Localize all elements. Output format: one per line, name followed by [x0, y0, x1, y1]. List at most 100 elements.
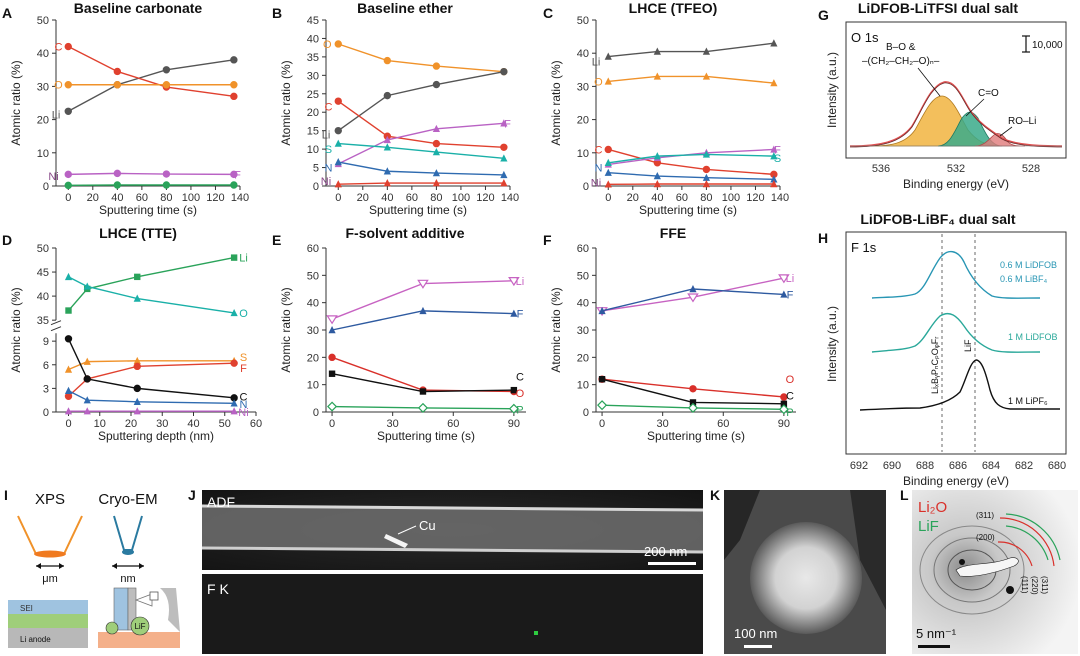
- data-point-li: [64, 107, 72, 116]
- peak-label: B–O &: [886, 42, 916, 53]
- data-point-li: [770, 39, 778, 47]
- y-tick-label: 10: [577, 148, 589, 160]
- y-tick-label: 0: [43, 407, 49, 419]
- panel-label: I: [4, 487, 8, 503]
- raw-data: [849, 82, 1063, 148]
- x-tick-label: 100: [452, 192, 470, 204]
- panel-f: F FFE 0 10 20 30 40 50 60 0 30 60 90 Sputtering time …: [543, 225, 796, 443]
- y-tick-label: 45: [307, 15, 319, 27]
- grid-support: [160, 588, 180, 632]
- x-tick-label: 60: [406, 192, 418, 204]
- tick-label: 688: [916, 460, 934, 472]
- data-point-ni: [334, 180, 342, 188]
- xps-spot: [34, 550, 66, 558]
- x-tick-label: 120: [206, 192, 224, 204]
- series-line-li: [67, 59, 234, 112]
- data-point-f: [230, 359, 238, 367]
- panel-title: Baseline ether: [357, 0, 453, 16]
- x-tick-label: 20: [125, 418, 137, 430]
- data-point-f: [510, 309, 518, 317]
- data-point-f: [64, 392, 73, 400]
- panel-label: C: [543, 5, 553, 21]
- y-axis-label: Atomic ratio (%): [549, 60, 563, 145]
- series-label: P: [786, 407, 793, 419]
- series-label: N: [594, 163, 602, 175]
- ring-index: (220): [1030, 576, 1039, 595]
- data-point-o: [770, 79, 778, 87]
- x-tick-label: 40: [111, 192, 123, 204]
- data-point-c: [689, 399, 697, 406]
- x-tick-label: 0: [599, 418, 605, 430]
- data-point-p: [417, 402, 429, 413]
- panel-title: LHCE (TFEO): [629, 0, 718, 16]
- panel-c: C LHCE (TFEO) 0 10 20 30 40 50 0 20 40 60 80 100 120 14…: [543, 0, 789, 217]
- x-tick-label: 60: [676, 192, 688, 204]
- beam-stop: [955, 557, 1019, 577]
- data-point-n: [702, 173, 710, 181]
- data-point-o: [83, 282, 91, 290]
- series-label: F: [787, 289, 794, 301]
- data-point-c: [432, 139, 441, 148]
- y-tick-label: 35: [37, 315, 49, 327]
- ring-index: (311): [1040, 576, 1049, 594]
- data-point-c: [334, 97, 342, 105]
- series-line-li: [337, 70, 504, 132]
- data-point-li: [334, 126, 342, 135]
- sei-label: SEI: [20, 604, 33, 613]
- series-line-c: [67, 45, 234, 98]
- data-point-n: [604, 168, 612, 176]
- data-point-li: [687, 293, 699, 303]
- y-tick-label: 20: [307, 107, 319, 119]
- data-point-li: [230, 56, 238, 64]
- data-point-s: [653, 152, 661, 160]
- data-point-c: [64, 335, 73, 343]
- cu-label: Cu: [419, 518, 436, 533]
- y-tick-label: 15: [307, 126, 319, 138]
- data-point-o: [230, 81, 238, 89]
- li2o-arc: [999, 517, 1055, 567]
- panel-label: D: [2, 232, 12, 248]
- series-label: O: [239, 308, 248, 320]
- data-point-n: [334, 158, 342, 166]
- x-tick-label: 30: [657, 418, 669, 430]
- x-tick-label: 80: [430, 192, 442, 204]
- trace-label: 1 M LiPF₆: [1008, 396, 1048, 406]
- x-tick-label: 80: [700, 192, 712, 204]
- data-point-n: [432, 169, 440, 177]
- data-point-o: [113, 81, 122, 89]
- panel-label: K: [710, 487, 720, 503]
- ring-index: (200): [976, 533, 995, 542]
- lif-label: LiF: [134, 622, 145, 631]
- panel-label: H: [818, 230, 828, 246]
- x-tick-label: 80: [160, 192, 172, 204]
- scale-nm: nm: [120, 573, 135, 585]
- data-point-p: [597, 400, 608, 411]
- particle: [750, 522, 862, 634]
- sei-layer: [8, 600, 88, 614]
- axis-break: [50, 320, 62, 326]
- diffraction-ring: [933, 537, 1011, 603]
- x-tick-label: 30: [156, 418, 168, 430]
- data-point-o: [133, 294, 141, 302]
- x-tick-label: 140: [771, 192, 789, 204]
- data-point-c: [500, 143, 508, 151]
- x-tick-label: 0: [65, 192, 71, 204]
- y-tick-label: 20: [37, 115, 49, 127]
- y-tick-label: 50: [307, 270, 319, 282]
- x-axis-label: Sputtering time (s): [639, 203, 737, 217]
- data-point-li: [508, 277, 520, 287]
- trace-label: 0.6 M LiDFOB: [1000, 260, 1057, 270]
- y-tick-label: 10: [307, 144, 319, 156]
- y-tick-label: 30: [307, 70, 319, 82]
- data-point-o: [64, 81, 72, 89]
- panel-a: A Baseline carbonate 0 10 20 30 40 50 0 20 40 60 80 1…: [2, 0, 249, 217]
- panel-label: L: [900, 487, 909, 503]
- tick-label: 686: [949, 460, 967, 472]
- series-line-li: [67, 256, 235, 311]
- panel-label: J: [188, 487, 196, 503]
- panel-b: B Baseline ether 0 5 10 15 20 25 30 35 40 45 0 20 40 60…: [272, 0, 519, 217]
- data-point-o: [653, 72, 661, 80]
- series-line-f: [68, 362, 235, 397]
- scale-um: μm: [42, 573, 58, 585]
- series-line-c: [337, 100, 504, 148]
